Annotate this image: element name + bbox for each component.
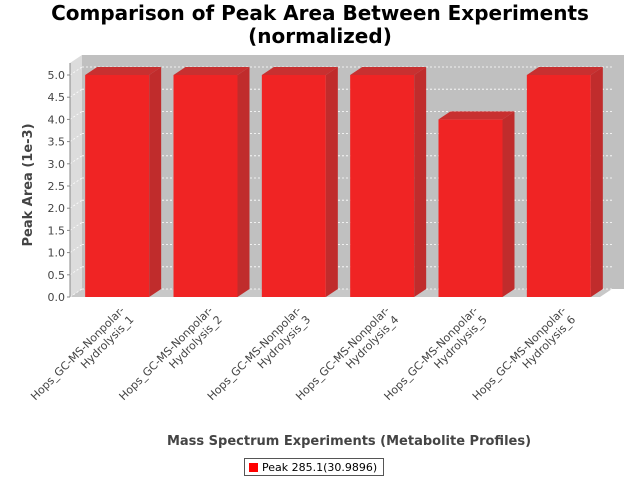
bar	[85, 67, 162, 297]
y-tick-label: 4.5	[48, 91, 66, 104]
gridline-side	[69, 244, 83, 253]
gridline-side	[69, 222, 83, 231]
x-axis-categories: Hops_GC-MS-Nonpolar-Hydrolysis_1Hops_GC-…	[28, 304, 578, 403]
bar-top	[173, 67, 250, 75]
bar-top	[85, 67, 162, 75]
chart-title-line-2: (normalized)	[248, 24, 392, 48]
gridline-side	[69, 266, 83, 276]
gridline-side	[69, 177, 83, 187]
bar	[173, 67, 250, 297]
bar	[261, 67, 338, 297]
bar	[526, 67, 603, 297]
y-tick-label: 1.5	[48, 224, 66, 237]
chart-title: Comparison of Peak Area Between Experime…	[0, 2, 640, 48]
gridline-side	[69, 199, 83, 209]
y-tick-label: 0.0	[48, 291, 66, 304]
bar-side	[590, 67, 603, 297]
bar-front	[85, 75, 150, 297]
y-tick-label: 3.0	[48, 158, 66, 171]
chart-title-line-1: Comparison of Peak Area Between Experime…	[51, 1, 589, 25]
bar-side	[325, 67, 338, 297]
bar-side	[237, 67, 250, 297]
y-tick-label: 4.0	[48, 113, 66, 126]
y-axis: 0.0 0.5 1.0 1.5 2.0 2.5 3.0 3.5 4.0 4.5 5.0	[48, 63, 71, 304]
bars	[85, 67, 603, 298]
x-category-label-line: Hops_GC-MS-Nonpolar-	[28, 304, 127, 403]
y-tick-label: 5.0	[48, 69, 66, 82]
bar-front	[526, 75, 591, 297]
bar-front	[261, 75, 326, 297]
y-tick-label: 2.5	[48, 180, 66, 193]
gridlines	[69, 66, 612, 298]
bar-front	[350, 75, 415, 297]
bar-side	[149, 67, 162, 297]
bar	[350, 67, 427, 297]
gridline-side	[69, 88, 83, 98]
y-axis-label: Peak Area (1e-3)	[21, 123, 36, 246]
y-tick-label: 2.0	[48, 202, 66, 215]
plot-side-wall	[70, 55, 82, 297]
y-tick-label: 1.0	[48, 247, 66, 260]
legend-label: Peak 285.1(30.9896)	[262, 460, 378, 474]
gridline-side	[69, 66, 83, 76]
bar-front	[173, 75, 238, 297]
y-tick-label: 3.5	[48, 136, 66, 149]
gridline-side	[69, 133, 83, 142]
y-tick-label: 0.5	[48, 269, 66, 282]
gridline-side	[69, 111, 83, 120]
legend-swatch	[249, 462, 258, 472]
x-axis-label: Mass Spectrum Experiments (Metabolite Pr…	[167, 434, 531, 449]
bar-top	[350, 67, 427, 75]
bar-top	[526, 67, 603, 75]
bar-top	[261, 67, 338, 75]
legend: Peak 285.1(30.9896)	[244, 458, 385, 476]
gridline-side	[69, 155, 83, 165]
gridline-side	[69, 288, 83, 298]
bar-top	[438, 111, 515, 120]
bar	[438, 111, 515, 298]
bar-side	[502, 111, 515, 298]
bar-side	[414, 67, 427, 297]
bar-front	[438, 119, 503, 298]
